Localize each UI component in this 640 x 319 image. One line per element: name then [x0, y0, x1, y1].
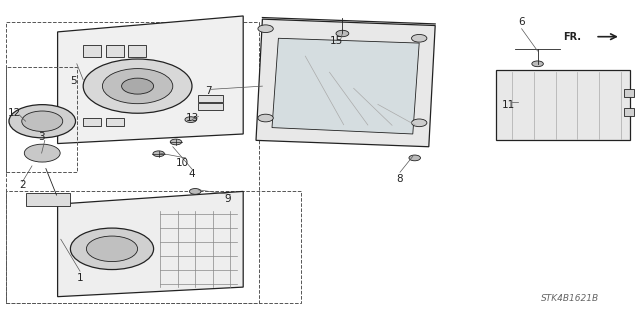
- Text: 11: 11: [502, 100, 515, 110]
- Circle shape: [532, 61, 543, 67]
- Bar: [106, 118, 124, 126]
- Bar: [6, 67, 77, 172]
- Bar: [83, 118, 101, 126]
- Bar: [83, 45, 101, 57]
- Circle shape: [24, 144, 60, 162]
- Text: 13: 13: [186, 113, 198, 123]
- Circle shape: [170, 139, 182, 145]
- Circle shape: [258, 25, 273, 33]
- Text: FR.: FR.: [563, 32, 581, 42]
- Circle shape: [153, 151, 164, 157]
- Text: 6: 6: [518, 17, 525, 27]
- Text: 7: 7: [205, 86, 211, 96]
- Text: 9: 9: [224, 194, 230, 204]
- Text: 2: 2: [19, 180, 26, 190]
- Bar: [198, 95, 223, 102]
- Text: 3: 3: [38, 132, 45, 142]
- Circle shape: [412, 119, 427, 127]
- Text: 4: 4: [189, 169, 195, 179]
- Bar: [624, 89, 634, 97]
- Circle shape: [189, 189, 201, 194]
- Circle shape: [9, 105, 76, 138]
- Circle shape: [102, 69, 173, 104]
- Polygon shape: [496, 70, 630, 140]
- Circle shape: [185, 117, 196, 122]
- Polygon shape: [58, 16, 243, 144]
- Bar: [106, 45, 124, 57]
- Text: 12: 12: [8, 108, 20, 118]
- Polygon shape: [256, 19, 435, 147]
- Text: 15: 15: [330, 36, 342, 47]
- Bar: [624, 108, 634, 116]
- Polygon shape: [58, 191, 243, 297]
- Circle shape: [336, 30, 349, 37]
- Circle shape: [83, 59, 192, 113]
- Text: 8: 8: [397, 174, 403, 184]
- Circle shape: [22, 111, 63, 131]
- Text: STK4B1621B: STK4B1621B: [541, 294, 598, 303]
- Circle shape: [122, 78, 154, 94]
- Text: 10: 10: [176, 158, 189, 168]
- Bar: [198, 103, 223, 110]
- Text: 1: 1: [77, 272, 83, 283]
- Bar: [6, 191, 301, 303]
- Circle shape: [86, 236, 138, 262]
- Bar: [128, 45, 146, 57]
- Circle shape: [70, 228, 154, 270]
- Circle shape: [412, 34, 427, 42]
- Circle shape: [409, 155, 420, 161]
- Circle shape: [258, 114, 273, 122]
- Text: 5: 5: [70, 76, 77, 86]
- Polygon shape: [272, 38, 419, 134]
- Bar: [6, 22, 259, 303]
- Bar: [26, 193, 70, 206]
